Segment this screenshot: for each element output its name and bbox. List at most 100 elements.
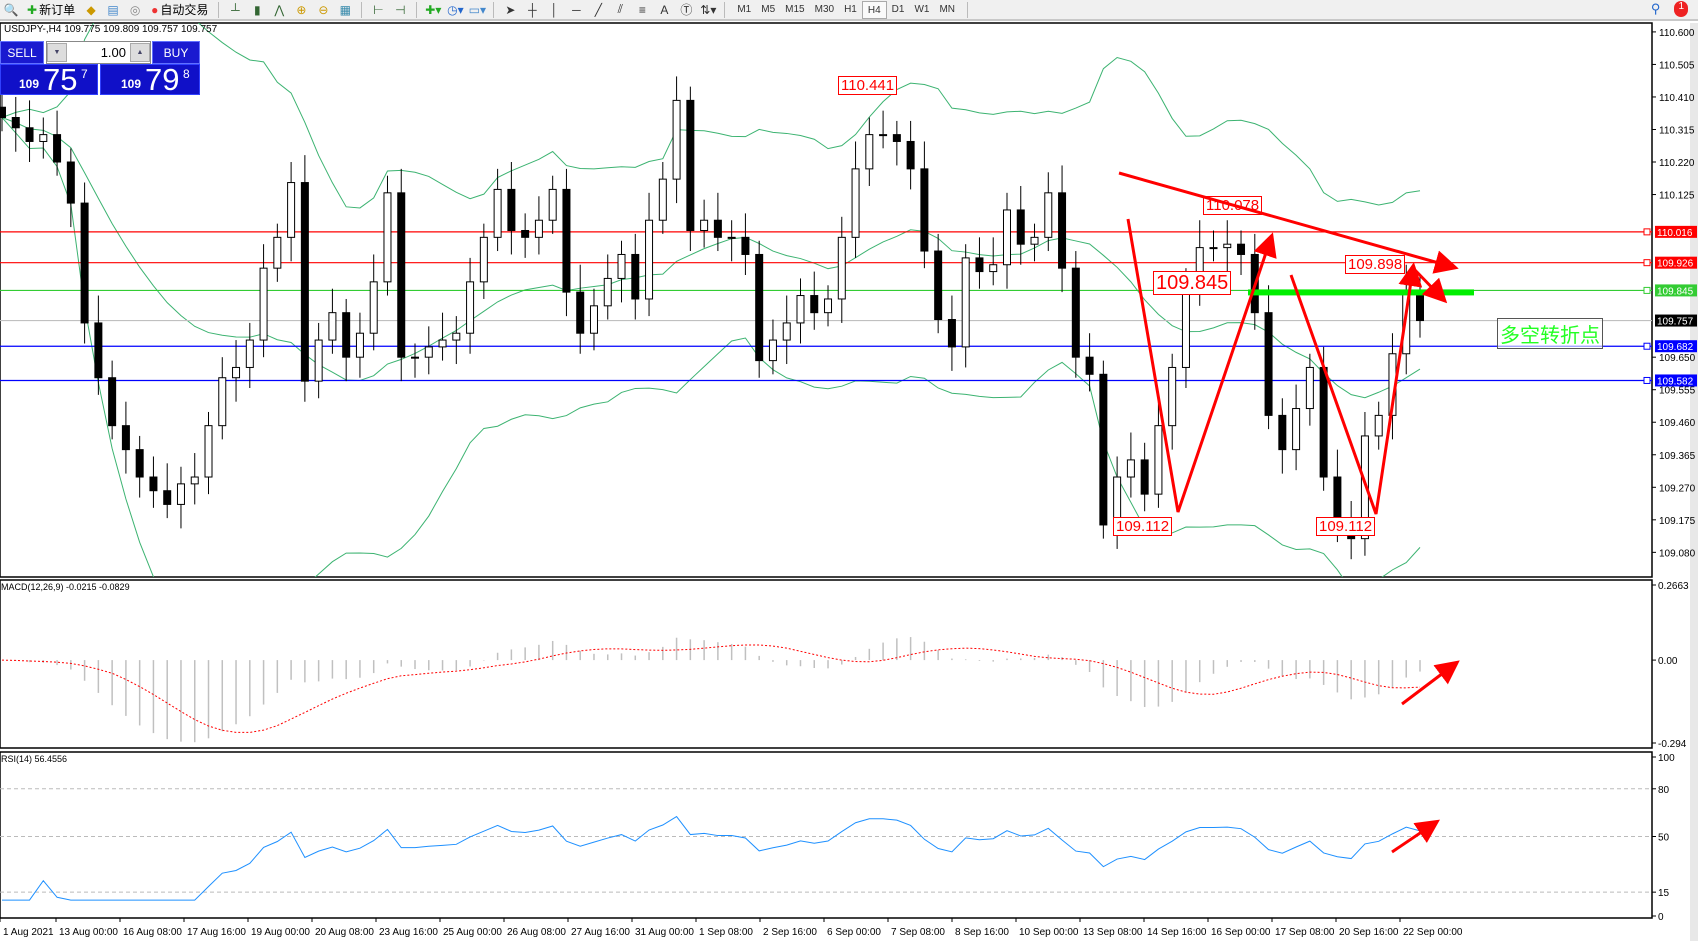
level-handle (1643, 259, 1651, 267)
candle (686, 99, 695, 231)
zoom-out-icon[interactable]: ⊖ (318, 2, 329, 17)
candle (273, 236, 282, 269)
bollinger-middle (1, 117, 1421, 399)
trendline-icon[interactable]: ╱ (594, 2, 602, 17)
chart-shift-icon[interactable]: ⊣ (395, 2, 406, 17)
candle (810, 295, 819, 314)
zoom-icon[interactable]: 🔍 (3, 2, 19, 17)
candle (658, 178, 667, 221)
vertical-line-icon[interactable]: │ (550, 2, 559, 17)
horizontal-line-icon[interactable]: ─ (572, 2, 581, 17)
level-price-label: 109.757 (1657, 317, 1694, 328)
candle (1002, 209, 1011, 266)
buy-button[interactable]: BUY (152, 41, 200, 64)
candle (493, 188, 502, 238)
auto-trading-button[interactable]: ● 自动交易 (148, 1, 211, 19)
arrows-icon[interactable]: ⇅▾ (700, 2, 717, 17)
divider (361, 1, 363, 18)
sell-button[interactable]: SELL (0, 41, 44, 64)
buy-price-prefix: 109 (121, 77, 142, 91)
fibonacci-icon[interactable]: ≡ (638, 2, 646, 17)
candle (534, 219, 543, 238)
level-price-badge (1655, 374, 1697, 387)
candle (768, 339, 777, 362)
templates-icon[interactable]: ▭▾ (468, 2, 487, 17)
tile-windows-icon[interactable]: ▦ (339, 2, 352, 17)
signal-icon[interactable]: ◎ (129, 2, 141, 17)
terminal-icon[interactable]: ▤ (107, 2, 119, 17)
time-tick-label: 2 Sep 16:00 (763, 927, 817, 938)
time-tick-label: 17 Aug 16:00 (187, 927, 246, 938)
high-label: 110.441 (838, 76, 898, 95)
bar-chart-icon[interactable]: ┴ (231, 2, 240, 17)
timeframe-m1[interactable]: M1 (737, 3, 752, 15)
high-label: 109.898 (1345, 255, 1406, 274)
timeframe-m5[interactable]: M5 (761, 3, 776, 15)
candle (989, 264, 998, 273)
one-click-trading-panel: SELL ▼ 1.00 ▲ BUY 109 75 7 109 79 8 (0, 41, 200, 97)
notifications-button[interactable]: 1 (1674, 1, 1688, 17)
buy-price[interactable]: 109 79 8 (100, 62, 200, 97)
candle (1264, 312, 1273, 416)
channel-icon[interactable]: ⫽ (617, 2, 624, 16)
candle (1058, 192, 1067, 269)
macd-tick-label: -0.294 (1658, 739, 1687, 750)
crosshair-icon[interactable]: ┼ (528, 2, 537, 17)
lot-decrease-button[interactable]: ▼ (47, 43, 67, 62)
timeframe-w1[interactable]: W1 (914, 3, 930, 15)
pivot-label: 109.845 (1153, 271, 1232, 295)
candle (1071, 267, 1080, 358)
candle (342, 312, 351, 358)
new-order-icon: ✚ (27, 2, 38, 17)
price-tick-label: 109.365 (1659, 451, 1696, 462)
periods-icon[interactable]: ◷▾ (447, 2, 464, 17)
candle (865, 134, 874, 170)
new-order-button[interactable]: ✚ 新订单 (24, 1, 78, 19)
line-chart-icon[interactable]: ⋀ (274, 2, 285, 17)
timeframe-m15[interactable]: M15 (785, 3, 805, 15)
time-tick-label: 19 Aug 00:00 (251, 927, 310, 938)
auto-scroll-icon[interactable]: ⊢ (373, 2, 384, 17)
timeframe-h4[interactable]: H4 (861, 0, 887, 19)
text-icon[interactable]: A (660, 2, 669, 17)
timeframe-m30[interactable]: M30 (814, 3, 835, 15)
time-tick-label: 6 Sep 00:00 (827, 927, 881, 938)
annotation-arrow (1411, 266, 1448, 304)
candle (947, 319, 956, 348)
rsi-title: RSI(14) 56.4556 (1, 754, 68, 764)
lot-input[interactable]: 1.00 (100, 45, 126, 60)
sell-price[interactable]: 109 75 7 (0, 62, 98, 97)
annotation-arrow (1126, 218, 1277, 513)
timeframe-d1[interactable]: D1 (891, 3, 905, 15)
candle (920, 168, 929, 252)
timeframe-mn[interactable]: MN (939, 3, 956, 15)
candle (1278, 414, 1287, 451)
candlestick-icon[interactable]: ▮ (254, 2, 261, 17)
indicators-icon[interactable]: ✚▾ (425, 2, 442, 17)
level-price-badge (1655, 314, 1697, 327)
candle (1140, 459, 1149, 495)
lot-increase-button[interactable]: ▲ (130, 43, 150, 62)
search-icon[interactable]: ⚲ (1650, 1, 1661, 16)
level-price-label: 109.582 (1657, 376, 1694, 387)
annotation-arrow (1289, 262, 1423, 515)
time-tick-label: 16 Sep 00:00 (1211, 927, 1271, 938)
history-icon[interactable]: ◆ (86, 2, 96, 17)
zoom-in-icon[interactable]: ⊕ (296, 2, 307, 17)
level-handle (1643, 342, 1651, 350)
cursor-icon[interactable]: ➤ (505, 2, 516, 17)
time-tick-label: 13 Aug 00:00 (59, 927, 118, 938)
time-tick-label: 1 Aug 2021 (3, 927, 54, 938)
macd-arrow (1401, 660, 1460, 706)
candle (438, 339, 447, 348)
text-label-icon[interactable]: Ⓣ (680, 3, 693, 17)
candle (755, 253, 764, 362)
timeframe-h1[interactable]: H1 (844, 3, 857, 15)
candle (576, 291, 585, 334)
pivot-bar (1248, 289, 1474, 296)
candle (121, 425, 130, 451)
time-tick-label: 20 Aug 08:00 (315, 927, 374, 938)
time-tick-label: 16 Aug 08:00 (123, 927, 182, 938)
candle (906, 140, 915, 170)
